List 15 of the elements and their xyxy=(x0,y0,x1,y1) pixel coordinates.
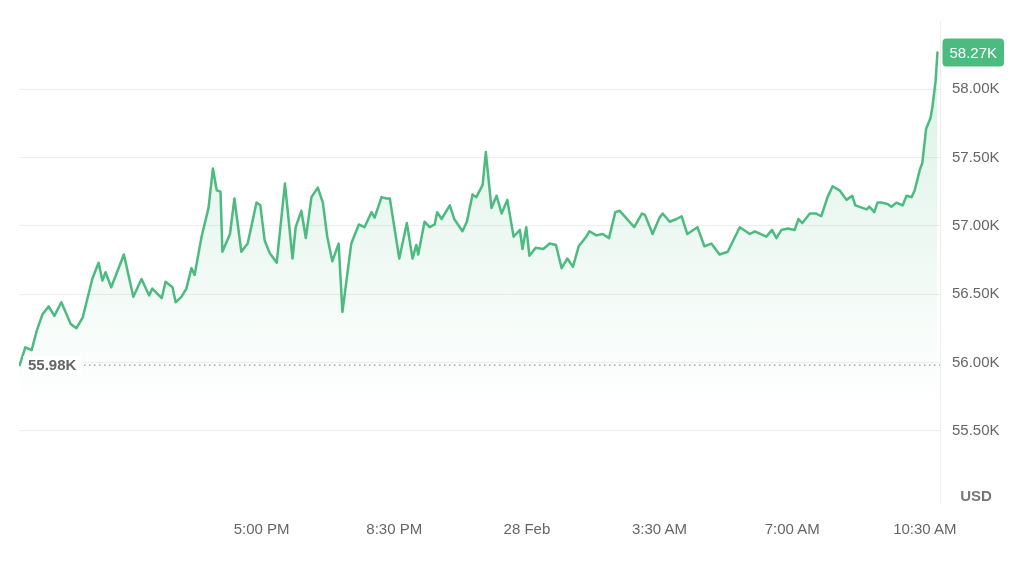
x-tick-label: 28 Feb xyxy=(503,520,551,538)
y-axis-title: USD xyxy=(960,487,992,505)
y-tick-label: 58.00K xyxy=(952,79,1000,97)
ref-line-label: 55.98K xyxy=(28,356,77,374)
annotation: 58.27K xyxy=(949,43,998,61)
y-tick-label: 57.00K xyxy=(952,215,1000,233)
x-tick-label: 5:00 PM xyxy=(233,520,290,538)
y-tick-label: 57.50K xyxy=(952,147,1000,165)
x-tick-label: 10:30 AM xyxy=(893,520,957,538)
y-tick-label: 55.50K xyxy=(952,420,1000,438)
y-tick-label: 56.50K xyxy=(952,284,1000,302)
y-tick-label: 56.00K xyxy=(952,352,1000,370)
x-tick-label: 3:30 AM xyxy=(632,520,688,538)
x-tick-label: 7:00 AM xyxy=(764,520,820,538)
x-tick-label: 8:30 PM xyxy=(366,520,423,538)
